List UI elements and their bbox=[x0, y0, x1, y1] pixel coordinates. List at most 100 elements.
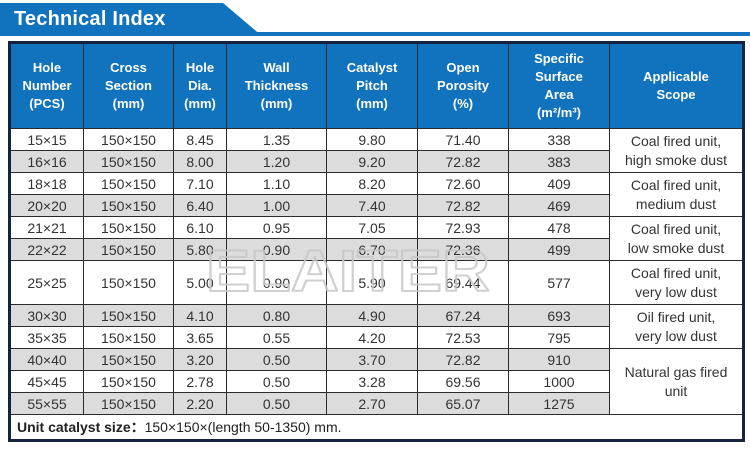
table-cell: 795 bbox=[508, 326, 610, 349]
table-cell: 0.90 bbox=[226, 260, 327, 305]
table-cell: 3.65 bbox=[173, 326, 227, 349]
table-cell: 21×21 bbox=[9, 216, 84, 239]
applicable-scope-cell: Coal fired unit, low smoke dust bbox=[609, 216, 744, 261]
table-cell: 1275 bbox=[508, 392, 610, 415]
table-cell: 910 bbox=[508, 348, 610, 371]
table-cell: 35×35 bbox=[9, 326, 84, 349]
table-cell: 55×55 bbox=[9, 392, 84, 415]
title-banner: Technical Index bbox=[0, 3, 750, 36]
table-cell: 40×40 bbox=[9, 348, 84, 371]
table-cell: 2.70 bbox=[326, 392, 418, 415]
table-cell: 3.20 bbox=[173, 348, 227, 371]
table-cell: 72.82 bbox=[417, 150, 509, 173]
table-cell: 72.93 bbox=[417, 216, 509, 239]
table-cell: 5.90 bbox=[326, 260, 418, 305]
table-cell: 65.07 bbox=[417, 392, 509, 415]
table-cell: 150×150 bbox=[83, 260, 174, 305]
table-cell: 18×18 bbox=[9, 172, 84, 195]
table-cell: 1.20 bbox=[226, 150, 327, 173]
page-title: Technical Index bbox=[14, 8, 166, 30]
table-cell: 150×150 bbox=[83, 348, 174, 371]
table-cell: 72.36 bbox=[417, 238, 509, 261]
table-row-25×25: 25×25 150×150 5.00 0.90 5.90 69.44 577 Coal fir… bbox=[9, 260, 744, 305]
table-cell: 0.50 bbox=[226, 370, 327, 393]
table-cell: 8.00 bbox=[173, 150, 227, 173]
table-cell: 150×150 bbox=[83, 216, 174, 239]
table-cell: 150×150 bbox=[83, 392, 174, 415]
banner-underline-bar bbox=[0, 32, 750, 36]
table-row-55×55: 55×55 150×150 2.20 0.50 2.70 65.07 1275 bbox=[9, 392, 744, 415]
table-cell: 150×150 bbox=[83, 150, 174, 173]
table-cell: 4.20 bbox=[326, 326, 418, 349]
table-cell: 9.20 bbox=[326, 150, 418, 173]
table-row-40×40: 40×40 150×150 3.20 0.50 3.70 72.82 910 Natural … bbox=[9, 348, 744, 415]
footer-value: 150×150×(length 50-1350) mm. bbox=[144, 419, 342, 435]
table-row-18×18: 18×18 150×150 7.10 1.10 8.20 72.60 409 Coal fir… bbox=[9, 172, 744, 217]
table-cell: 72.82 bbox=[417, 348, 509, 371]
table-cell: 0.50 bbox=[226, 348, 327, 371]
banner-tab-shape bbox=[0, 3, 262, 36]
table-cell: 15×15 bbox=[9, 128, 84, 151]
table-cell: 20×20 bbox=[9, 194, 84, 217]
applicable-scope-cell: Coal fired unit, high smoke dust bbox=[609, 128, 744, 173]
table-row-16×16: 16×16 150×150 8.00 1.20 9.20 72.82 383 bbox=[9, 150, 744, 173]
unit-catalyst-size-note: Unit catalyst size：150×150×(length 50-13… bbox=[9, 414, 744, 441]
technical-index-table-area: Hole Number (PCS) Cross Section (mm) Hole … bbox=[8, 41, 745, 442]
table-cell: 1000 bbox=[508, 370, 610, 393]
table-cell: 478 bbox=[508, 216, 610, 239]
table-cell: 2.78 bbox=[173, 370, 227, 393]
table-cell: 693 bbox=[508, 304, 610, 327]
table-cell: 0.50 bbox=[226, 392, 327, 415]
table-cell: 7.10 bbox=[173, 172, 227, 195]
table-cell: 150×150 bbox=[83, 238, 174, 261]
applicable-scope-cell: Natural gas fired unit bbox=[609, 348, 744, 415]
column-header-3: Wall Thickness (mm) bbox=[226, 42, 327, 129]
applicable-scope-cell: Coal fired unit, medium dust bbox=[609, 172, 744, 217]
column-header-5: Open Porosity (%) bbox=[417, 42, 509, 129]
table-cell: 22×22 bbox=[9, 238, 84, 261]
table-row-21×21: 21×21 150×150 6.10 0.95 7.05 72.93 478 Coal fir… bbox=[9, 216, 744, 261]
table-row-35×35: 35×35 150×150 3.65 0.55 4.20 72.53 795 bbox=[9, 326, 744, 349]
table-cell: 67.24 bbox=[417, 304, 509, 327]
table-cell: 0.90 bbox=[226, 238, 327, 261]
applicable-scope-cell: Oil fired unit, very low dust bbox=[609, 304, 744, 349]
table-cell: 72.82 bbox=[417, 194, 509, 217]
table-cell: 0.80 bbox=[226, 304, 327, 327]
footer-row: Unit catalyst size：150×150×(length 50-13… bbox=[9, 414, 744, 441]
table-cell: 5.00 bbox=[173, 260, 227, 305]
table-cell: 25×25 bbox=[9, 260, 84, 305]
table-header: Hole Number (PCS) Cross Section (mm) Hole … bbox=[9, 42, 744, 129]
table-cell: 6.70 bbox=[326, 238, 418, 261]
table-cell: 7.05 bbox=[326, 216, 418, 239]
table-row-30×30: 30×30 150×150 4.10 0.80 4.90 67.24 693 Oil fire… bbox=[9, 304, 744, 349]
table-cell: 72.53 bbox=[417, 326, 509, 349]
table-cell: 16×16 bbox=[9, 150, 84, 173]
column-header-7: Applicable Scope bbox=[609, 42, 744, 129]
column-header-0: Hole Number (PCS) bbox=[9, 42, 84, 129]
table-cell: 6.40 bbox=[173, 194, 227, 217]
column-header-2: Hole Dia. (mm) bbox=[173, 42, 227, 129]
header-row: Hole Number (PCS) Cross Section (mm) Hole … bbox=[9, 42, 744, 129]
table-cell: 1.00 bbox=[226, 194, 327, 217]
table-cell: 150×150 bbox=[83, 326, 174, 349]
table-cell: 2.20 bbox=[173, 392, 227, 415]
footer-label: Unit catalyst size： bbox=[17, 419, 145, 435]
table-cell: 4.10 bbox=[173, 304, 227, 327]
applicable-scope-cell: Coal fired unit, very low dust bbox=[609, 260, 744, 305]
table-cell: 5.80 bbox=[173, 238, 227, 261]
table-cell: 8.20 bbox=[326, 172, 418, 195]
table-cell: 338 bbox=[508, 128, 610, 151]
table-cell: 577 bbox=[508, 260, 610, 305]
column-header-1: Cross Section (mm) bbox=[83, 42, 174, 129]
table-body: 15×15 150×150 8.45 1.35 9.80 71.40 338 Coal fir… bbox=[9, 128, 744, 441]
table-cell: 383 bbox=[508, 150, 610, 173]
table-cell: 409 bbox=[508, 172, 610, 195]
table-cell: 150×150 bbox=[83, 370, 174, 393]
table-cell: 45×45 bbox=[9, 370, 84, 393]
table-cell: 9.80 bbox=[326, 128, 418, 151]
table-cell: 0.55 bbox=[226, 326, 327, 349]
table-cell: 1.10 bbox=[226, 172, 327, 195]
table-cell: 7.40 bbox=[326, 194, 418, 217]
table-cell: 8.45 bbox=[173, 128, 227, 151]
table-cell: 150×150 bbox=[83, 194, 174, 217]
